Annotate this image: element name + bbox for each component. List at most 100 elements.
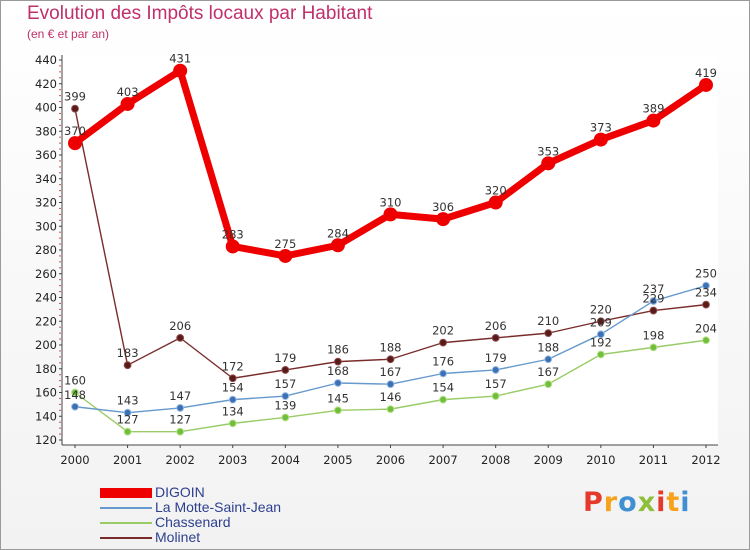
data-point-molinet [491, 333, 500, 342]
proxiti-logo: Proxiti [583, 487, 691, 518]
y-tick-label: 200 [35, 338, 57, 352]
data-label-la-motte-saint-jean: 250 [695, 267, 717, 281]
data-point-chassenard [491, 392, 500, 400]
y-minor-tick [59, 172, 61, 174]
y-minor-tick [59, 362, 61, 364]
y-minor-tick [59, 89, 61, 91]
data-label-la-motte-saint-jean: 143 [117, 394, 139, 408]
legend-swatch [100, 506, 152, 509]
y-minor-tick [59, 409, 61, 411]
y-tick-label: 120 [35, 433, 57, 447]
y-minor-tick [59, 285, 61, 287]
y-minor-tick [59, 356, 61, 358]
data-label-digoin: 310 [380, 195, 402, 209]
data-label-molinet: 206 [485, 319, 507, 333]
y-minor-tick [59, 184, 61, 186]
y-minor-tick [59, 427, 61, 429]
chart-title: Evolution des Impôts locaux par Habitant [27, 3, 373, 24]
data-label-digoin: 353 [537, 144, 559, 158]
data-label-digoin: 373 [590, 121, 612, 135]
data-label-molinet: 179 [274, 351, 296, 365]
y-tick-label: 240 [35, 291, 57, 305]
y-tick-label: 420 [35, 77, 57, 91]
data-label-la-motte-saint-jean: 167 [380, 365, 402, 379]
y-minor-tick [59, 142, 61, 144]
data-label-molinet: 220 [590, 302, 612, 316]
y-tick-label: 440 [35, 53, 57, 67]
data-label-chassenard: 167 [537, 365, 559, 379]
data-label-chassenard: 204 [695, 321, 717, 335]
y-minor-tick [59, 196, 61, 198]
data-label-chassenard: 145 [327, 391, 349, 405]
data-label-digoin: 283 [222, 227, 244, 241]
y-minor-tick [59, 332, 61, 334]
y-tick-label: 320 [35, 196, 57, 210]
chart-axes: 120 140 160 180 200 220 240 260 280 300 320 340 360 3… [35, 53, 721, 467]
logo-letter: o [618, 487, 638, 518]
logo-letter: r [603, 487, 619, 518]
data-label-chassenard: 157 [485, 377, 507, 391]
data-label-molinet: 202 [432, 324, 454, 338]
series-lines [68, 63, 713, 436]
data-label-la-motte-saint-jean: 147 [169, 389, 191, 403]
data-point-chassenard [176, 427, 185, 436]
data-label-molinet: 210 [537, 314, 559, 328]
y-tick-label: 280 [35, 243, 57, 257]
y-minor-tick [59, 118, 61, 120]
data-point-chassenard [386, 405, 395, 414]
x-tick-label: 2009 [534, 453, 563, 467]
data-label-digoin: 275 [274, 237, 296, 251]
y-tick-label: 140 [35, 409, 57, 423]
chart-subtitle: (en € et par an) [27, 27, 110, 41]
y-tick-label: 160 [35, 386, 57, 400]
data-point-molinet [544, 329, 553, 338]
data-point-digoin [541, 156, 556, 171]
y-minor-tick [59, 350, 61, 352]
data-point-chassenard [596, 350, 605, 359]
y-minor-tick [59, 314, 61, 316]
data-point-digoin [225, 239, 240, 254]
y-minor-tick [59, 397, 61, 399]
data-label-digoin: 370 [64, 124, 86, 138]
data-point-chassenard [439, 395, 447, 404]
y-minor-tick [59, 95, 61, 97]
logo-letter: P [583, 487, 604, 518]
y-minor-tick [59, 374, 61, 376]
y-tick-label: 180 [35, 362, 57, 376]
plot-area [62, 55, 718, 445]
y-minor-tick [59, 261, 61, 263]
data-point-chassenard [334, 406, 342, 415]
y-minor-tick [59, 124, 61, 126]
data-label-la-motte-saint-jean: 237 [642, 282, 664, 296]
data-labels: 370 403 431 283 275 284 310 306 320 353 373 389 419 1… [64, 52, 717, 427]
data-point-la-motte-saint-jean [176, 404, 185, 412]
data-label-chassenard: 134 [222, 404, 244, 418]
y-minor-tick [59, 243, 61, 245]
y-minor-tick [59, 231, 61, 233]
data-label-chassenard: 160 [64, 374, 86, 388]
data-point-molinet [596, 317, 605, 326]
data-label-la-motte-saint-jean: 179 [485, 351, 507, 365]
data-label-digoin: 431 [169, 52, 191, 66]
data-point-digoin [383, 207, 398, 222]
y-minor-tick [59, 433, 61, 435]
data-point-chassenard [71, 388, 79, 397]
data-point-la-motte-saint-jean [123, 408, 132, 417]
data-point-la-motte-saint-jean [649, 297, 658, 305]
data-point-chassenard [702, 336, 710, 345]
data-point-digoin [646, 113, 661, 128]
y-tick-label: 220 [35, 314, 57, 328]
legend-label: La Motte-Saint-Jean [155, 499, 282, 515]
data-point-la-motte-saint-jean [491, 366, 500, 374]
data-point-la-motte-saint-jean [228, 395, 237, 404]
data-label-digoin: 284 [327, 226, 349, 240]
data-point-la-motte-saint-jean [702, 281, 710, 290]
y-minor-tick [59, 237, 61, 239]
data-label-la-motte-saint-jean: 188 [537, 340, 559, 354]
y-minor-tick [59, 166, 61, 168]
data-label-chassenard: 139 [274, 398, 296, 412]
y-minor-tick [59, 308, 61, 310]
y-minor-tick [59, 65, 61, 67]
y-minor-tick [59, 160, 61, 162]
logo-letter: x [637, 487, 657, 518]
